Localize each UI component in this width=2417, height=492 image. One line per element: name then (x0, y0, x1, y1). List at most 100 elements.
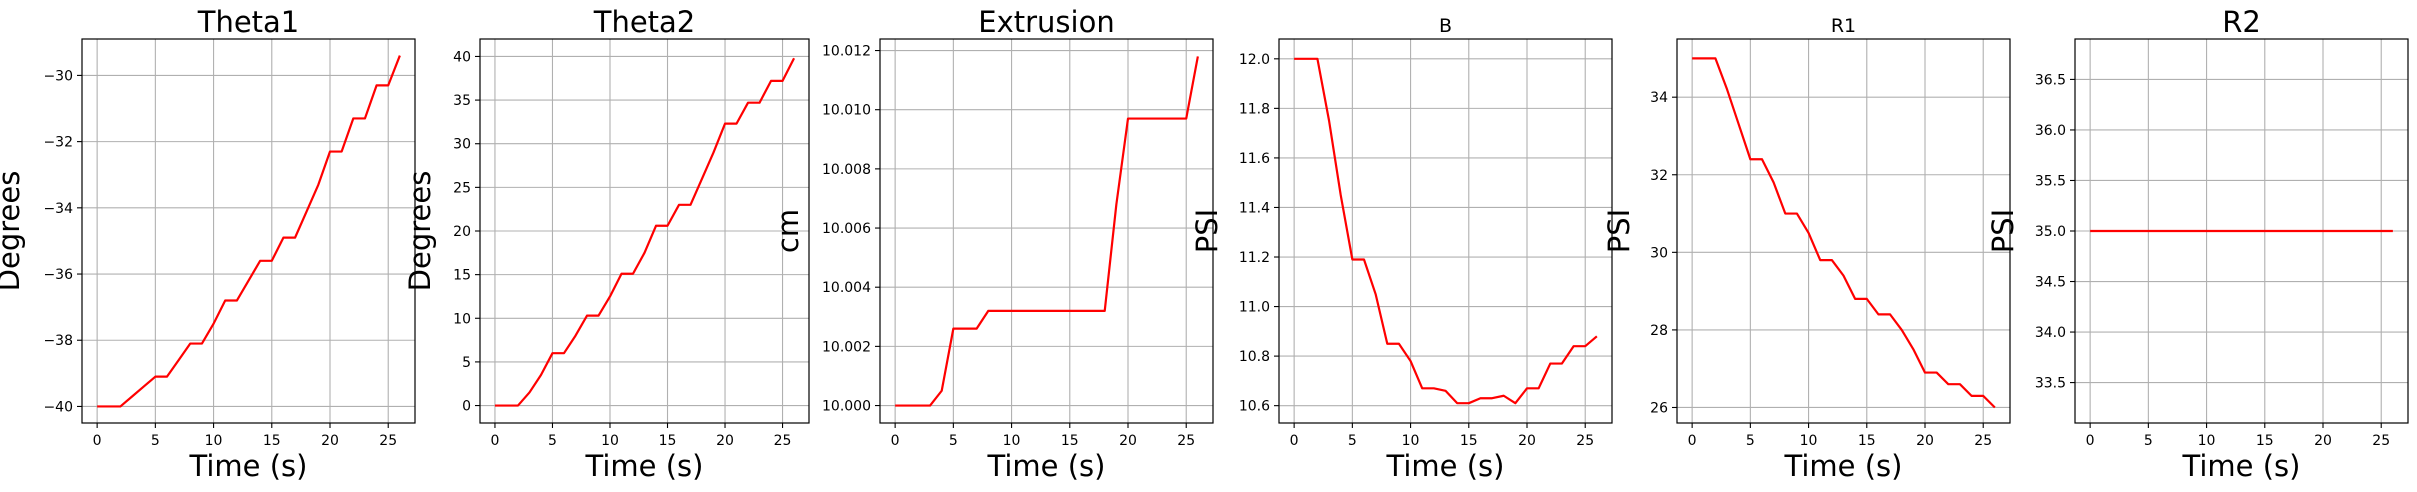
x-tick-label: 25 (1974, 433, 1992, 449)
y-axis-label: PSI (1986, 209, 2020, 253)
subplot-theta2: 0 5 10 15 20 25 0 5 10 15 20 25 30 35 40 Theta2 Time (s)… (403, 5, 810, 483)
x-tick-label: 25 (774, 433, 792, 449)
axes-frame (1676, 38, 2011, 424)
subplot-title: R2 (2222, 5, 2261, 39)
axes-frame (879, 38, 1214, 424)
y-tick-label: 10.012 (822, 44, 871, 60)
x-tick-label: 10 (1402, 433, 1420, 449)
y-tick-label: 36.5 (2035, 72, 2066, 88)
y-tick-label: 10.010 (822, 103, 871, 119)
x-axis-label: Time (s) (189, 449, 308, 483)
subplot-b: 0 5 10 15 20 25 10.6 10.8 11.0 11.2 11.4 11.6 11.8 12… (1190, 15, 1613, 483)
y-tick-label: 34 (1650, 90, 1668, 106)
subplot-theta1: 0 5 10 15 20 25 −40 −38 −36 −34 −32 −30 Theta1 Time (… (0, 5, 416, 483)
subplot-title: Theta1 (197, 5, 300, 39)
series-line (494, 57, 796, 407)
series-line (1294, 57, 1598, 405)
y-tick-label: 35.0 (2035, 224, 2066, 240)
y-tick-label: 12.0 (1239, 52, 1270, 68)
y-tick-label: 11.6 (1239, 151, 1270, 167)
axes-frame (1278, 38, 1613, 424)
series-line (895, 56, 1199, 407)
x-tick-label: 0 (1688, 433, 1697, 449)
x-tick-label: 5 (548, 433, 557, 449)
x-axis-label: Time (s) (1784, 449, 1903, 483)
x-tick-label: 15 (1061, 433, 1079, 449)
x-tick-label: 10 (1003, 433, 1021, 449)
y-tick-label: 30 (1650, 245, 1668, 261)
x-tick-label: 25 (1576, 433, 1594, 449)
x-tick-label: 0 (891, 433, 900, 449)
y-tick-label: 40 (453, 49, 471, 65)
x-tick-label: 15 (263, 433, 281, 449)
x-tick-label: 10 (1800, 433, 1818, 449)
subplot-title: Extrusion (978, 5, 1114, 39)
x-tick-label: 5 (2144, 433, 2153, 449)
x-tick-label: 0 (2086, 433, 2095, 449)
y-tick-label: 33.5 (2035, 376, 2066, 392)
x-tick-label: 20 (1119, 433, 1137, 449)
y-tick-label: −36 (43, 267, 73, 283)
y-tick-label: 35.5 (2035, 173, 2066, 189)
x-tick-label: 25 (379, 433, 397, 449)
x-axis-label: Time (s) (585, 449, 704, 483)
y-tick-label: 11.8 (1239, 101, 1270, 117)
y-tick-label: 10.8 (1239, 349, 1270, 365)
subplot-title: Theta2 (593, 5, 696, 39)
x-tick-label: 0 (490, 433, 499, 449)
y-tick-label: 10.004 (822, 280, 871, 296)
y-tick-label: −38 (43, 333, 73, 349)
y-axis-label: Degrees (0, 171, 26, 292)
y-tick-label: −40 (43, 399, 73, 415)
x-axis-label: Time (s) (987, 449, 1106, 483)
y-tick-label: 10.008 (822, 162, 871, 178)
y-tick-label: 25 (453, 180, 471, 196)
subplot-r2: 0 5 10 15 20 25 33.5 34.0 34.5 35.0 35.5 36.0 36.5 R2… (1986, 5, 2409, 483)
subplot-r1: 0 5 10 15 20 25 26 28 30 32 34 R1 Time (s) PSI (1602, 15, 2011, 483)
x-tick-label: 25 (2372, 433, 2390, 449)
y-axis-label: PSI (1602, 209, 1636, 253)
y-tick-label: 10 (453, 311, 471, 327)
y-tick-label: −34 (43, 201, 73, 217)
x-tick-label: 20 (321, 433, 339, 449)
y-tick-label: 28 (1650, 323, 1668, 339)
y-tick-label: 34.0 (2035, 325, 2066, 341)
series-line (1692, 57, 1996, 409)
subplot-extrusion: 0 5 10 15 20 25 10.000 10.002 10.004 10.006 10.008… (771, 5, 1214, 483)
y-tick-label: 10.6 (1239, 399, 1270, 415)
x-tick-label: 10 (2198, 433, 2216, 449)
y-tick-label: 10.002 (822, 339, 871, 355)
x-tick-label: 0 (1290, 433, 1299, 449)
y-tick-label: 11.0 (1239, 300, 1270, 316)
x-tick-label: 20 (716, 433, 734, 449)
x-axis-label: Time (s) (2182, 449, 2301, 483)
x-tick-label: 5 (1348, 433, 1357, 449)
y-tick-label: 11.2 (1239, 250, 1270, 266)
y-tick-label: −32 (43, 135, 73, 151)
x-tick-label: 10 (601, 433, 619, 449)
x-tick-label: 15 (1858, 433, 1876, 449)
x-tick-label: 15 (2256, 433, 2274, 449)
axes-frame (81, 38, 416, 424)
y-tick-label: 20 (453, 224, 471, 240)
x-tick-label: 5 (151, 433, 160, 449)
y-tick-label: 0 (462, 399, 471, 415)
y-tick-label: 32 (1650, 168, 1668, 184)
y-tick-label: 35 (453, 93, 471, 109)
y-tick-label: 26 (1650, 400, 1668, 416)
y-tick-label: 10.000 (822, 399, 871, 415)
y-axis-label: cm (771, 209, 805, 253)
subplot-title: B (1439, 15, 1452, 37)
x-tick-label: 0 (93, 433, 102, 449)
y-tick-label: 30 (453, 137, 471, 153)
y-axis-label: Degrees (403, 171, 437, 292)
y-tick-label: 10.006 (822, 221, 871, 237)
x-tick-label: 15 (659, 433, 677, 449)
x-tick-label: 5 (1746, 433, 1755, 449)
x-tick-label: 5 (949, 433, 958, 449)
x-tick-label: 25 (1177, 433, 1195, 449)
y-axis-label: PSI (1190, 209, 1224, 253)
y-tick-label: 15 (453, 268, 471, 284)
